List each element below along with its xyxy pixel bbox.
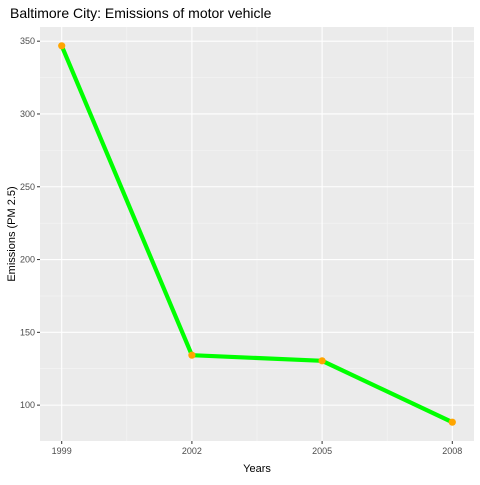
data-point-2008 (448, 418, 456, 426)
y-tick-label: 100 (20, 400, 35, 410)
x-axis-title: Years (243, 463, 271, 475)
major-grid (40, 27, 474, 441)
data-point-1999 (58, 42, 66, 50)
series-line (59, 44, 454, 425)
y-tick-label: 300 (20, 109, 35, 119)
axes-layer: 100 150 200 250 300 350 1999 2002 2005 2008 (20, 36, 462, 456)
y-tick-label: 200 (20, 255, 35, 265)
x-tick-label: 1999 (52, 446, 72, 456)
data-layer (58, 42, 456, 426)
y-tick-label: 250 (20, 182, 35, 192)
data-point-2002 (188, 351, 196, 359)
x-tick-label: 2008 (442, 446, 462, 456)
chart-title: Baltimore City: Emissions of motor vehic… (10, 5, 272, 21)
x-tick-label: 2005 (312, 446, 332, 456)
data-point-2005 (318, 357, 326, 365)
x-tick-label: 2002 (182, 446, 202, 456)
minor-grid (40, 27, 474, 441)
y-axis-title: Emissions (PM 2.5) (6, 186, 18, 281)
y-tick-label: 350 (20, 36, 35, 46)
y-tick-label: 150 (20, 327, 35, 337)
